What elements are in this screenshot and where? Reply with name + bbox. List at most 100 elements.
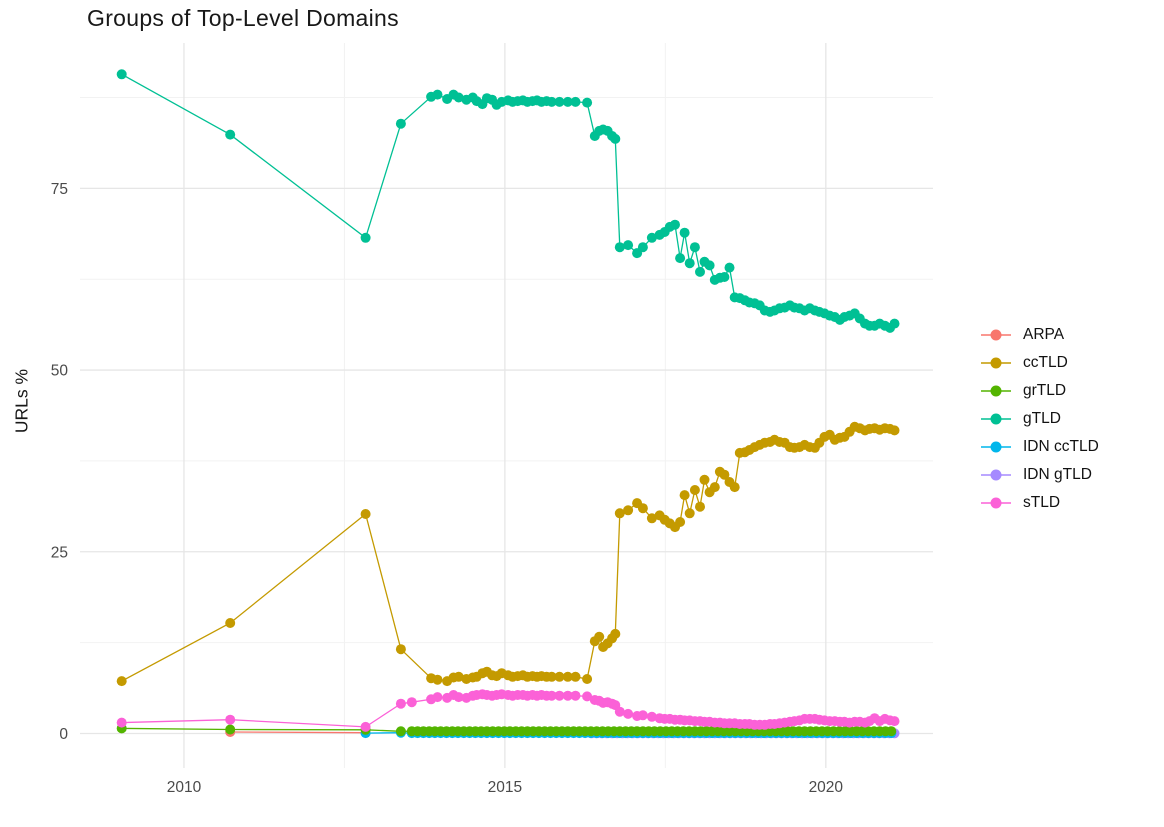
series-point-ccTLD (360, 509, 371, 519)
series-point-gTLD (704, 260, 715, 271)
series-point-gTLD (724, 262, 735, 273)
series-point-ccTLD (689, 485, 700, 495)
series-point-ccTLD (637, 503, 648, 514)
series-point-ccTLD (453, 671, 464, 682)
series-point-ccTLD (554, 671, 565, 682)
series-point-ccTLD (432, 674, 443, 685)
series-point-gTLD (719, 272, 730, 282)
series-point-ccTLD (889, 425, 900, 436)
series-point-sTLD (395, 698, 406, 709)
series-point-ccTLD (225, 618, 236, 628)
legend-label: ARPA (1023, 326, 1065, 343)
series-point-gTLD (623, 240, 634, 251)
legend-item-gTLD: gTLD (980, 405, 1099, 433)
series-point-gTLD (546, 96, 557, 107)
legend-key-icon (981, 441, 1011, 453)
series-point-sTLD (582, 691, 593, 702)
legend-key-icon (981, 413, 1011, 425)
series-point-gTLD (562, 96, 573, 107)
x-tick-label: 2020 (809, 779, 844, 796)
series-point-sTLD (453, 692, 464, 703)
chart-title: Groups of Top-Level Domains (87, 5, 399, 31)
series-point-ccTLD (623, 505, 634, 516)
legend-item-IDN-gTLD: IDN gTLD (980, 461, 1099, 489)
y-tick-label: 50 (51, 363, 69, 380)
y-tick-label: 0 (59, 726, 68, 743)
series-point-grTLD (395, 726, 406, 737)
plot-panel (80, 43, 933, 768)
series-point-gTLD (695, 266, 705, 277)
legend-item-sTLD: sTLD (980, 489, 1099, 517)
series-point-sTLD (546, 690, 557, 701)
series-point-sTLD (646, 711, 657, 722)
series-point-ccTLD (562, 671, 573, 682)
x-tick-label: 2015 (488, 779, 522, 796)
series-point-gTLD (637, 242, 648, 253)
legend-label: IDN ccTLD (1023, 438, 1099, 455)
series-point-sTLD (623, 708, 634, 719)
legend-item-IDN-ccTLD: IDN ccTLD (980, 433, 1099, 461)
series-point-sTLD (570, 690, 581, 701)
y-tick-label: 75 (51, 181, 68, 198)
series-point-ccTLD (582, 674, 593, 684)
series-point-sTLD (554, 690, 565, 701)
series-point-sTLD (432, 692, 443, 703)
series-point-gTLD (395, 118, 406, 129)
series-point-gTLD (582, 97, 593, 108)
series-point-gTLD (432, 89, 443, 100)
series-point-sTLD (614, 706, 625, 717)
x-tick-label: 2010 (167, 779, 202, 796)
legend-label: grTLD (1023, 382, 1067, 399)
y-tick-label: 25 (51, 544, 68, 561)
series-point-ccTLD (719, 469, 730, 480)
series-point-grTLD (225, 724, 236, 735)
series-point-ccTLD (614, 508, 625, 519)
series-point-gTLD (670, 219, 680, 230)
series-point-ccTLD (679, 490, 690, 501)
series-point-ccTLD (646, 513, 657, 524)
legend-label: gTLD (1023, 410, 1061, 427)
legend-item-grTLD: grTLD (980, 377, 1099, 405)
legend-item-ARPA: ARPA (980, 321, 1099, 349)
series-point-gTLD (689, 242, 700, 253)
series-point-sTLD (225, 714, 236, 725)
series-point-gTLD (116, 69, 127, 80)
series-point-ccTLD (610, 628, 621, 639)
legend-key-icon (981, 469, 1011, 481)
series-point-gTLD (675, 253, 686, 264)
series-point-gTLD (646, 232, 657, 243)
series-point-sTLD (406, 697, 417, 708)
series-point-ccTLD (395, 644, 406, 655)
series-point-gTLD (554, 96, 565, 107)
series-point-gTLD (453, 92, 464, 103)
legend-label: sTLD (1023, 494, 1061, 511)
series-point-sTLD (562, 690, 573, 701)
series-point-ccTLD (570, 671, 581, 682)
series-point-gTLD (570, 96, 581, 107)
series-point-sTLD (637, 710, 648, 721)
series-point-ccTLD (675, 517, 686, 527)
series-point-ccTLD (116, 676, 127, 687)
series-point-ccTLD (695, 501, 705, 512)
legend-key-icon (981, 497, 1011, 509)
series-point-gTLD (360, 232, 371, 243)
series-point-sTLD (116, 717, 127, 728)
series-point-ccTLD (546, 671, 557, 682)
series-point-ccTLD (729, 482, 740, 493)
legend-label: ccTLD (1023, 354, 1068, 371)
series-point-sTLD (889, 716, 900, 727)
series-point-gTLD (614, 242, 625, 253)
series-point-gTLD (889, 318, 900, 329)
legend-item-ccTLD: ccTLD (980, 349, 1099, 377)
series-point-gTLD (225, 129, 236, 140)
series-point-gTLD (679, 227, 690, 238)
legend-key-icon (981, 357, 1011, 369)
legend-key-icon (981, 385, 1011, 397)
series-point-ccTLD (709, 482, 720, 493)
series-point-ccTLD (594, 631, 605, 642)
series-point-grTLD (886, 726, 897, 737)
series-point-gTLD (610, 133, 621, 144)
series-point-ccTLD (699, 474, 710, 485)
legend: ARPA ccTLD grTLD gTLD IDN ccTLD IDN gTLD sTLD (980, 321, 1099, 517)
